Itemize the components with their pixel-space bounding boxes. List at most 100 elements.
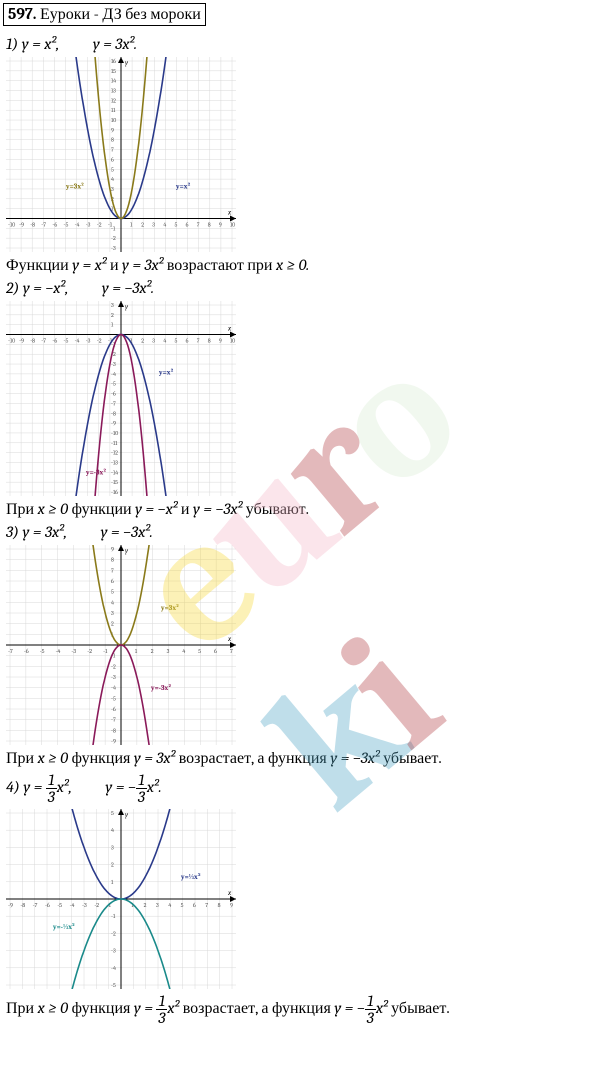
svg-text:y=x²: y=x²	[158, 368, 174, 377]
t: y = 3x²	[134, 749, 175, 767]
svg-text:y=-3x²: y=-3x²	[85, 468, 106, 477]
t: x²	[167, 999, 179, 1017]
svg-text:15: 15	[111, 68, 116, 75]
svg-text:-14: -14	[111, 469, 118, 476]
svg-text:-4: -4	[111, 371, 116, 378]
p3-equations: 3) y = 3x², y = −3x².	[6, 523, 594, 541]
svg-text:14: 14	[111, 78, 116, 85]
svg-text:7: 7	[111, 567, 114, 574]
svg-text:-3: -3	[86, 338, 91, 345]
svg-text:5: 5	[175, 338, 178, 345]
chart-4: xy-9-8-7-6-5-4-3-2-1123456789-5-4-3-2-11…	[6, 809, 236, 989]
svg-text:-3: -3	[111, 361, 116, 368]
svg-text:1: 1	[111, 322, 114, 329]
svg-text:8: 8	[111, 557, 114, 564]
t: y = −3x²	[193, 500, 242, 518]
svg-text:4: 4	[111, 599, 114, 606]
svg-text:-7: -7	[8, 648, 13, 655]
svg-text:8: 8	[111, 137, 114, 144]
n: 1	[156, 993, 167, 1010]
svg-text:7: 7	[197, 221, 200, 228]
t: убывают.	[246, 500, 309, 518]
svg-text:-2: -2	[111, 930, 116, 937]
t: убывает.	[391, 999, 450, 1017]
svg-text:y=3x²: y=3x²	[65, 181, 84, 190]
svg-text:-4: -4	[75, 221, 80, 228]
svg-text:2: 2	[111, 621, 114, 628]
header-text: Еуроки - ДЗ без мороки	[40, 5, 201, 23]
svg-text:-8: -8	[111, 727, 116, 734]
p2-eq1: y = −x²,	[23, 279, 69, 297]
t: и	[181, 500, 193, 518]
t: возрастает, а функция	[183, 999, 335, 1017]
svg-text:-8: -8	[30, 338, 35, 345]
p3-label: 3)	[6, 523, 19, 541]
svg-text:-13: -13	[111, 459, 118, 466]
p3-eq1: y = 3x²,	[23, 523, 68, 541]
svg-text:y=⅓x²: y=⅓x²	[180, 872, 201, 881]
svg-text:-9: -9	[8, 902, 13, 909]
chart-2: xy-10-9-8-7-6-5-4-3-2-112345678910-16-15…	[6, 301, 236, 496]
t: При	[6, 500, 38, 518]
svg-text:y=x²: y=x²	[175, 181, 191, 190]
svg-text:-8: -8	[30, 221, 35, 228]
svg-text:-9: -9	[19, 338, 24, 345]
svg-text:-4: -4	[56, 648, 61, 655]
t: функция	[72, 749, 134, 767]
svg-text:-6: -6	[111, 706, 116, 713]
svg-text:-8: -8	[111, 410, 116, 417]
frac-4: 13	[365, 993, 376, 1026]
svg-text:-10: -10	[8, 338, 15, 345]
svg-text:-11: -11	[111, 440, 118, 447]
svg-text:-9: -9	[19, 221, 24, 228]
svg-text:-4: -4	[111, 685, 116, 692]
p2-eq2: y = −3x².	[102, 279, 154, 297]
t: При	[6, 749, 38, 767]
t: функция	[72, 999, 134, 1017]
d: 3	[46, 789, 57, 805]
p3-eq2: y = −3x².	[101, 523, 153, 541]
t: возрастает, а функция	[179, 749, 331, 767]
svg-text:-5: -5	[111, 982, 116, 989]
svg-text:1: 1	[130, 221, 133, 228]
svg-text:5: 5	[111, 810, 114, 817]
header-box: 597. Еуроки - ДЗ без мороки	[3, 3, 206, 26]
t: x ≥ 0	[38, 500, 68, 518]
frac-2: 13	[136, 772, 147, 805]
svg-text:-5: -5	[111, 695, 116, 702]
svg-text:-7: -7	[41, 221, 46, 228]
problem-number: 597.	[8, 5, 36, 23]
frac-1: 13	[46, 772, 57, 805]
svg-text:5: 5	[181, 902, 184, 909]
p1-eq1: y = x²,	[22, 35, 60, 53]
svg-text:8: 8	[208, 221, 211, 228]
svg-text:y=-⅓x²: y=-⅓x²	[52, 922, 75, 931]
svg-text:-7: -7	[111, 400, 116, 407]
svg-text:8: 8	[208, 338, 211, 345]
p4-equations: 4) y = 13x², y = −13x².	[6, 772, 594, 805]
t: убывает.	[383, 749, 442, 767]
p2-desc: При x ≥ 0 функции y = −x² и y = −3x² убы…	[6, 500, 594, 519]
svg-text:3: 3	[152, 221, 155, 228]
svg-text:-10: -10	[8, 221, 15, 228]
svg-text:-3: -3	[111, 674, 116, 681]
svg-text:y=-3x²: y=-3x²	[150, 683, 171, 692]
svg-text:4: 4	[182, 648, 185, 655]
svg-text:2: 2	[144, 902, 147, 909]
svg-text:-9: -9	[111, 420, 116, 427]
svg-text:10: 10	[230, 338, 235, 345]
svg-text:16: 16	[111, 58, 116, 65]
p4-eq1a: y =	[23, 778, 45, 796]
svg-text:y: y	[125, 303, 129, 311]
svg-text:-2: -2	[111, 663, 116, 670]
svg-text:6: 6	[111, 156, 114, 163]
svg-text:y: y	[125, 59, 129, 67]
svg-text:13: 13	[111, 88, 116, 95]
svg-text:-6: -6	[52, 221, 57, 228]
svg-text:5: 5	[175, 221, 178, 228]
svg-text:x: x	[227, 635, 232, 643]
svg-text:6: 6	[111, 578, 114, 585]
t: y = −	[334, 999, 364, 1017]
p1-equations: 1) y = x², y = 3x².	[6, 35, 594, 53]
n: 1	[46, 772, 57, 789]
